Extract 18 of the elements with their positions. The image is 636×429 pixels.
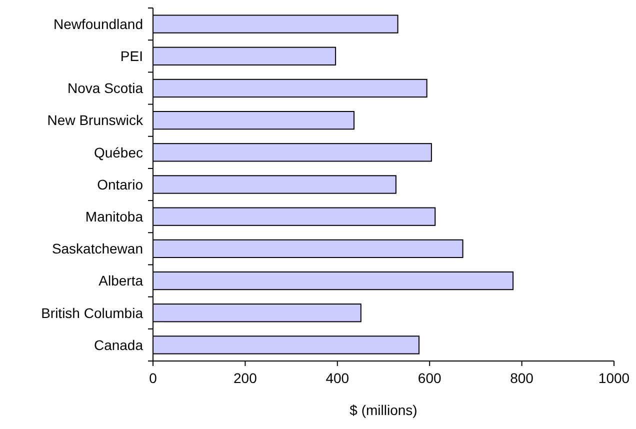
y-tick-label: Ontario [97, 176, 144, 192]
y-tick-label: Alberta [98, 272, 144, 289]
x-tick-label: 800 [510, 370, 534, 386]
y-tick-label: Québec [94, 144, 143, 160]
x-tick-label: 1000 [598, 370, 630, 386]
x-tick-label: 0 [149, 370, 158, 386]
y-tick-label: Nova Scotia [68, 80, 144, 96]
x-tick-label: 600 [418, 370, 442, 386]
y-tick-label: Saskatchewan [52, 240, 143, 257]
x-tick-label: 400 [326, 370, 350, 386]
y-tick-label: Newfoundland [53, 16, 143, 32]
y-tick-label: PEI [120, 48, 143, 64]
x-tick-label: 200 [234, 370, 258, 386]
y-tick-label: Manitoba [85, 208, 144, 224]
y-tick-label: Canada [94, 336, 144, 353]
y-tick-label: British Columbia [41, 304, 144, 321]
x-axis-title: $ (millions) [350, 402, 418, 418]
y-tick-label: New Brunswick [47, 112, 144, 128]
